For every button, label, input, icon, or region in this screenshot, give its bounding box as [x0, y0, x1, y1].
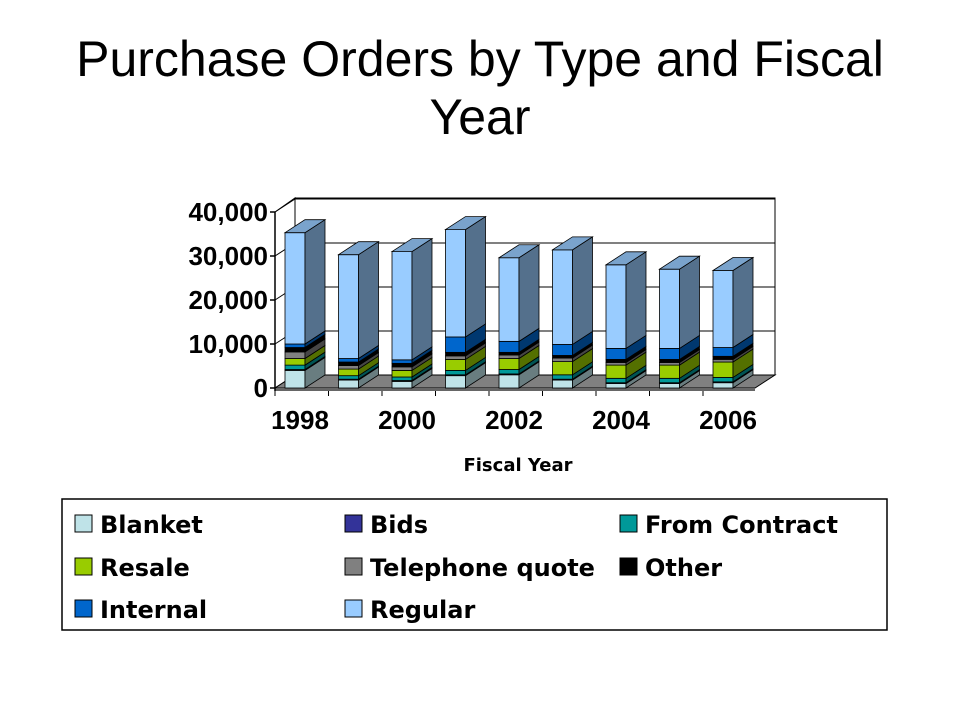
bar-segment-blanket-2002 [498, 361, 540, 389]
legend-item-from-contract: From Contract [619, 511, 838, 539]
x-axis-ticks: 1998 2000 2002 2004 2006 [271, 391, 757, 435]
y-tick-label: 20,000 [188, 285, 268, 315]
x-tick-label: 2006 [699, 405, 757, 435]
legend-swatch [344, 599, 363, 618]
legend-label: Internal [100, 596, 207, 624]
chart-title: Purchase Orders by Type and Fiscal Year [76, 31, 884, 145]
bar-segment-regular-2004 [604, 251, 648, 350]
legend-item-resale: Resale [74, 554, 190, 582]
x-tick-label: 1998 [271, 405, 329, 435]
x-tick-label: 2002 [485, 405, 543, 435]
legend-swatch [344, 557, 363, 576]
legend-label: Other [645, 554, 722, 582]
y-tick-label: 30,000 [188, 241, 268, 271]
legend-item-blanket: Blanket [74, 511, 203, 539]
legend-label: Blanket [100, 511, 203, 539]
bar-segment-regular-2005 [658, 255, 701, 350]
bar-segment-regular-2000 [390, 237, 434, 361]
legend-swatch [619, 514, 638, 533]
x-axis-label: Fiscal Year [463, 455, 572, 476]
legend-label: From Contract [645, 511, 838, 539]
bars [283, 215, 755, 389]
bar-segment-resale-2006 [712, 348, 754, 379]
legend-label: Regular [370, 596, 475, 624]
bar-segment-regular-2006 [711, 256, 755, 349]
y-tick-label: 10,000 [188, 329, 268, 359]
bar-segment-blanket-1999 [338, 366, 379, 389]
gridline-side [274, 198, 296, 213]
bar-segment-regular-1999 [337, 240, 380, 360]
legend-item-internal: Internal [74, 596, 207, 624]
legend-swatch [74, 514, 93, 533]
y-axis-ticks: 0 10,000 20,000 30,000 40,000 [188, 197, 275, 403]
x-tick-label: 2000 [378, 405, 436, 435]
legend: Blanket Bids From Contract Resale Telephone … [74, 511, 838, 624]
bar-segment-regular-2003 [551, 236, 594, 346]
legend-box [61, 498, 888, 631]
bar-segment-blanket-1998 [284, 356, 326, 389]
bar-segment-regular-2001 [444, 215, 487, 338]
legend-swatch [74, 557, 93, 576]
y-tick-label: 40,000 [188, 197, 268, 227]
bar-segment-internal-2001 [445, 323, 486, 354]
legend-label: Telephone quote [370, 554, 595, 582]
legend-item-telephone-quote: Telephone quote [344, 554, 595, 582]
legend-swatch [344, 514, 363, 533]
legend-label: Resale [100, 554, 190, 582]
bar-segment-regular-1998 [283, 218, 327, 345]
bar-segment-blanket-2001 [445, 361, 486, 389]
legend-item-bids: Bids [344, 511, 428, 539]
legend-item-regular: Regular [344, 596, 475, 624]
legend-swatch [619, 557, 638, 576]
legend-label: Bids [370, 511, 428, 539]
y-tick-label: 0 [254, 373, 268, 403]
bar-segment-regular-2002 [497, 244, 541, 343]
legend-item-other: Other [619, 554, 722, 582]
legend-swatch [74, 599, 93, 618]
x-tick-label: 2004 [592, 405, 650, 435]
floor-edge [275, 388, 755, 391]
